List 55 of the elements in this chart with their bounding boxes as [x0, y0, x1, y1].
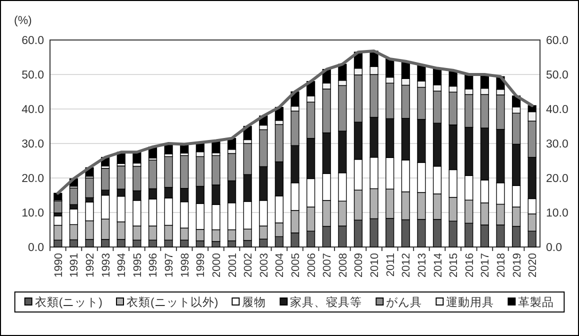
- x-tick-label: 1991: [68, 253, 81, 278]
- x-tick-label: 1997: [164, 253, 176, 278]
- x-tick-label: 2001: [226, 253, 239, 278]
- x-tick-label: 2008: [337, 253, 350, 278]
- x-tick-label: 1999: [195, 253, 208, 278]
- x-tick-label: 2018: [495, 253, 508, 278]
- x-tick-label: 1992: [84, 253, 97, 278]
- x-tick-label: 2012: [400, 253, 413, 278]
- x-tick-label: 2019: [511, 253, 524, 278]
- x-tick-label: 1996: [148, 253, 160, 278]
- x-tick-label: 1990: [52, 253, 65, 278]
- y2-tick-label: 30.0: [546, 138, 568, 150]
- x-tick-label: 2007: [322, 253, 334, 278]
- y2-tick-label: 0.0: [546, 242, 562, 254]
- y-tick-label: 40.0: [22, 104, 44, 116]
- legend-label: 衣類(ニット): [34, 295, 103, 309]
- y-axis-title: (%): [14, 15, 32, 27]
- x-tick-label: 2017: [480, 253, 492, 278]
- y-tick-label: 60.0: [22, 35, 44, 47]
- legend-label: 家具、寝具等: [290, 295, 362, 309]
- x-tick-label: 2005: [290, 253, 302, 278]
- x-tick-label: 2009: [353, 253, 366, 278]
- y-tick-label: 0.0: [28, 242, 44, 254]
- y-tick-label: 30.0: [22, 138, 44, 150]
- y2-tick-label: 60.0: [546, 35, 568, 47]
- x-tick-label: 2011: [384, 253, 397, 277]
- x-tick-label: 2003: [258, 253, 270, 278]
- legend-label: 履物: [242, 296, 266, 309]
- y-tick-label: 20.0: [22, 173, 44, 185]
- x-tick-label: 2013: [416, 253, 428, 278]
- x-tick-label: 1998: [179, 253, 192, 278]
- legend-label: 運動用具: [446, 296, 494, 309]
- bar: [85, 178, 94, 198]
- y2-tick-label: 50.0: [546, 70, 568, 82]
- legend-label: 革製品: [518, 296, 554, 309]
- y2-tick-label: 40.0: [546, 104, 568, 116]
- x-tick-label: 1994: [116, 253, 128, 278]
- y2-tick-label: 20.0: [546, 173, 568, 185]
- x-tick-label: 2015: [448, 253, 460, 278]
- legend-label: がん具: [386, 296, 422, 309]
- legend-label: 衣類(ニット以外): [126, 295, 218, 309]
- x-tick-label: 2000: [210, 253, 223, 278]
- x-tick-label: 2016: [464, 253, 476, 278]
- y-tick-label: 10.0: [22, 208, 44, 220]
- x-tick-label: 2010: [369, 253, 382, 278]
- x-tick-label: 2002: [242, 253, 255, 278]
- y-tick-label: 50.0: [22, 70, 44, 82]
- x-tick-label: 2006: [306, 253, 318, 278]
- line-series: [56, 50, 534, 195]
- x-tick-label: 2014: [432, 253, 444, 278]
- x-tick-label: 1993: [100, 253, 112, 278]
- y2-tick-label: 10.0: [546, 208, 568, 220]
- x-tick-label: 2020: [527, 253, 540, 278]
- x-tick-label: 1995: [132, 253, 144, 278]
- x-tick-label: 2004: [274, 253, 286, 278]
